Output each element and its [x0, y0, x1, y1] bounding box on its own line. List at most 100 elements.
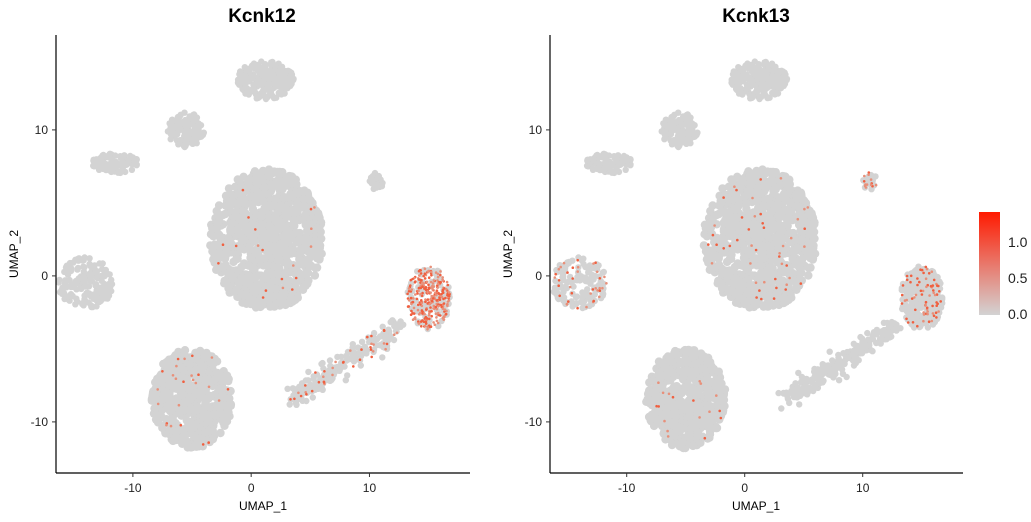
data-point: [667, 131, 675, 138]
data-point-expressed: [407, 287, 411, 290]
data-point: [685, 346, 694, 355]
data-point: [65, 269, 72, 276]
data-point: [731, 289, 740, 299]
data-point: [712, 210, 721, 220]
data-point: [553, 289, 561, 296]
data-point: [660, 395, 669, 405]
y-axis-label: UMAP_2: [7, 230, 21, 278]
data-point: [293, 401, 300, 408]
data-point: [111, 164, 118, 171]
data-point: [585, 294, 592, 301]
data-point: [745, 280, 755, 290]
data-point: [560, 288, 567, 296]
data-point: [273, 264, 283, 273]
data-point: [669, 386, 678, 395]
data-point: [667, 124, 674, 131]
data-point: [914, 301, 922, 309]
data-point: [627, 161, 634, 168]
data-point-expressed: [429, 310, 433, 313]
data-point: [241, 63, 248, 71]
data-point: [397, 323, 404, 331]
data-point: [176, 137, 184, 144]
data-point-expressed: [419, 272, 423, 275]
data-point-expressed: [169, 424, 173, 428]
data-point: [929, 321, 937, 328]
data-point-expressed: [445, 287, 448, 291]
data-point-expressed: [440, 305, 443, 309]
data-point-expressed: [352, 365, 355, 368]
data-point: [767, 207, 776, 216]
data-point: [714, 254, 723, 263]
data-point-expressed: [382, 328, 386, 332]
data-point-expressed: [371, 350, 375, 353]
data-point: [659, 429, 668, 438]
data-point: [346, 356, 353, 363]
data-point: [154, 378, 164, 388]
data-point-expressed: [421, 281, 424, 284]
data-point-expressed: [297, 391, 300, 395]
data-point-expressed: [417, 286, 421, 290]
data-point: [375, 172, 382, 180]
data-point-expressed: [171, 374, 175, 377]
data-point-expressed: [435, 299, 439, 302]
data-point-expressed: [261, 248, 264, 252]
data-point: [265, 227, 274, 236]
data-point: [679, 121, 687, 129]
y-tick-label: 0: [41, 269, 48, 283]
data-point: [105, 154, 113, 161]
data-point: [212, 265, 221, 274]
data-point: [678, 373, 688, 382]
data-point: [785, 180, 794, 189]
data-point: [724, 211, 734, 221]
data-point: [721, 219, 730, 228]
data-point-expressed: [445, 280, 449, 284]
data-point: [731, 212, 740, 221]
data-point: [575, 254, 582, 261]
data-point: [692, 360, 701, 369]
data-point: [744, 60, 751, 67]
data-point: [72, 301, 79, 308]
data-point: [654, 369, 664, 378]
data-point-expressed: [446, 302, 449, 306]
data-point: [310, 249, 320, 258]
data-point: [707, 252, 716, 261]
data-point-expressed: [341, 361, 345, 364]
data-point-expressed: [410, 309, 413, 313]
data-point-expressed: [358, 358, 362, 362]
data-point: [237, 68, 244, 75]
data-point-expressed: [423, 277, 427, 280]
data-point: [589, 274, 596, 281]
data-point-expressed: [410, 288, 414, 291]
data-point: [595, 282, 603, 289]
data-point-expressed: [179, 423, 183, 427]
data-point-expressed: [418, 274, 421, 277]
data-point: [791, 284, 801, 293]
data-point-expressed: [309, 245, 313, 248]
data-point-expressed: [247, 216, 250, 219]
data-point-expressed: [281, 286, 285, 290]
data-point: [706, 223, 716, 232]
data-point-expressed: [417, 322, 421, 325]
data-point-expressed: [161, 370, 164, 373]
data-point-expressed: [427, 283, 430, 287]
data-point: [92, 282, 99, 289]
data-point: [309, 394, 316, 401]
data-point: [276, 81, 283, 88]
data-point: [292, 180, 301, 189]
data-point: [207, 359, 216, 368]
data-point-expressed: [424, 322, 428, 325]
data-point: [288, 295, 298, 305]
data-point-expressed: [431, 282, 435, 285]
data-point: [600, 166, 607, 173]
data-point: [694, 388, 703, 398]
data-point-expressed: [207, 441, 210, 444]
data-point: [304, 235, 313, 244]
data-point: [213, 223, 222, 232]
data-point: [749, 93, 757, 101]
data-point: [692, 417, 701, 426]
data-point: [270, 71, 277, 79]
data-point: [692, 431, 701, 441]
data-point-expressed: [210, 356, 214, 359]
data-point-expressed: [175, 364, 178, 368]
